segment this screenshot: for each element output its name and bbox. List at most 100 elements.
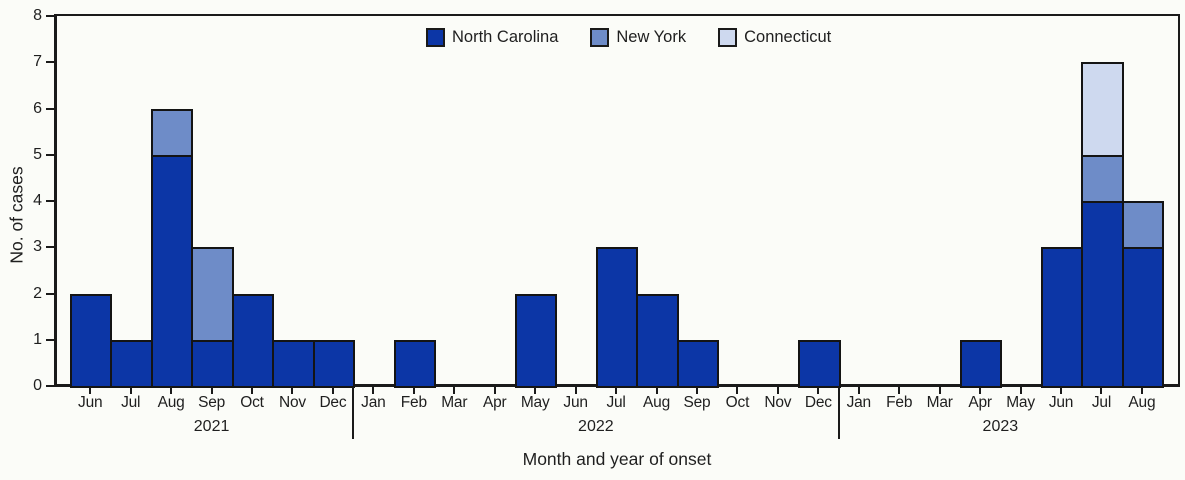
bar-segment-north-carolina [272,339,315,388]
x-tick [1140,387,1143,394]
x-tick [1060,387,1063,394]
x-tick-label: Jul [1091,394,1112,411]
y-tick [46,61,54,64]
x-tick-label: Nov [278,394,306,411]
bar-segment-north-carolina [110,339,153,388]
x-tick-label: Jun [78,394,103,411]
bar-segment-north-carolina [312,339,356,388]
year-label: 2021 [193,418,230,435]
legend-swatch-connecticut [718,28,738,47]
x-tick-label: Sep [683,394,711,411]
x-tick-label: Jun [1048,394,1074,411]
x-axis-title: Month and year of onset [522,449,712,469]
x-tick-label: Jul [606,394,626,411]
x-tick [898,387,901,394]
bar-segment-new-york [150,108,194,157]
legend-item-north-carolina: North Carolina [426,28,558,47]
x-tick-label: Oct [240,394,264,411]
x-tick [655,387,658,394]
year-separator-line [352,387,355,439]
y-tick-label: 7 [33,53,42,71]
year-separator-line [837,387,840,439]
legend-swatch-new-york [590,28,610,47]
x-tick-label: Jun [563,394,588,411]
x-tick [291,387,294,394]
bar-segment-north-carolina [1081,201,1124,388]
x-tick [170,387,173,394]
bar-segment-north-carolina [798,339,841,388]
bar-segment-north-carolina [514,293,558,388]
legend-item-new-york: New York [590,28,686,47]
x-tick [493,387,496,394]
x-tick [938,387,941,394]
bar-segment-north-carolina [231,293,275,388]
x-tick-label: Jan [361,394,386,411]
x-tick [412,387,415,394]
x-tick-label: Aug [1128,394,1156,411]
x-tick [251,387,254,394]
x-tick [615,387,618,394]
x-tick-label: Apr [968,394,992,411]
y-tick-label: 6 [33,99,42,117]
bar-segment-north-carolina [1121,247,1165,388]
bar-segment-north-carolina [70,293,113,388]
x-tick-label: Nov [764,394,792,411]
y-tick [46,107,54,110]
x-tick-label: May [520,394,550,411]
y-tick [46,246,54,249]
year-label: 2023 [982,418,1019,435]
x-tick [89,387,92,394]
x-tick [331,387,334,394]
x-tick [453,387,456,394]
bar-segment-north-carolina [636,293,679,388]
x-tick [817,387,820,394]
x-tick-label: Oct [725,394,750,411]
y-tick-label: 0 [33,377,42,394]
y-tick [46,200,54,202]
legend-label-connecticut: Connecticut [744,28,832,46]
bar-segment-north-carolina [959,339,1003,388]
x-tick-label: Dec [319,394,347,411]
y-tick-label: 1 [33,330,42,348]
x-tick-label: Jul [121,394,141,411]
y-tick [46,292,54,295]
x-tick-label: Mar [926,394,953,411]
x-tick [695,387,698,394]
x-tick [129,387,132,394]
x-tick-label: Feb [886,394,913,411]
bar-segment-new-york [1121,201,1165,250]
x-tick-label: May [1006,394,1035,411]
y-tick-label: 5 [33,145,42,163]
y-tick [46,385,54,387]
x-tick-label: Aug [157,394,185,411]
x-tick [372,387,375,394]
x-tick-label: Sep [198,394,226,411]
bar-segment-new-york [191,247,234,342]
x-tick-label: Jan [846,394,872,411]
x-tick [1100,387,1103,394]
y-tick-label: 8 [33,7,42,24]
y-tick [46,153,54,156]
x-tick-label: Dec [804,394,832,411]
x-tick-label: Feb [400,394,427,411]
y-tick-label: 3 [33,238,42,256]
x-tick [574,387,577,394]
x-tick [210,387,213,394]
y-tick [46,15,54,17]
legend: North Carolina New York Connecticut [426,28,831,47]
bar-segment-new-york [1081,154,1124,203]
x-tick-label: Mar [441,394,468,411]
bar-segment-north-carolina [393,339,437,388]
x-tick [776,387,779,394]
x-tick [736,387,739,394]
legend-label-north-carolina: North Carolina [452,28,559,46]
x-tick [857,387,860,394]
legend-swatch-north-carolina [426,28,445,47]
bar-segment-north-carolina [595,247,639,388]
legend-item-connecticut: Connecticut [718,28,831,47]
x-tick [1019,387,1022,394]
bar-segment-north-carolina [191,339,234,388]
x-tick-label: Aug [643,394,670,411]
bar-segment-north-carolina [150,154,194,388]
